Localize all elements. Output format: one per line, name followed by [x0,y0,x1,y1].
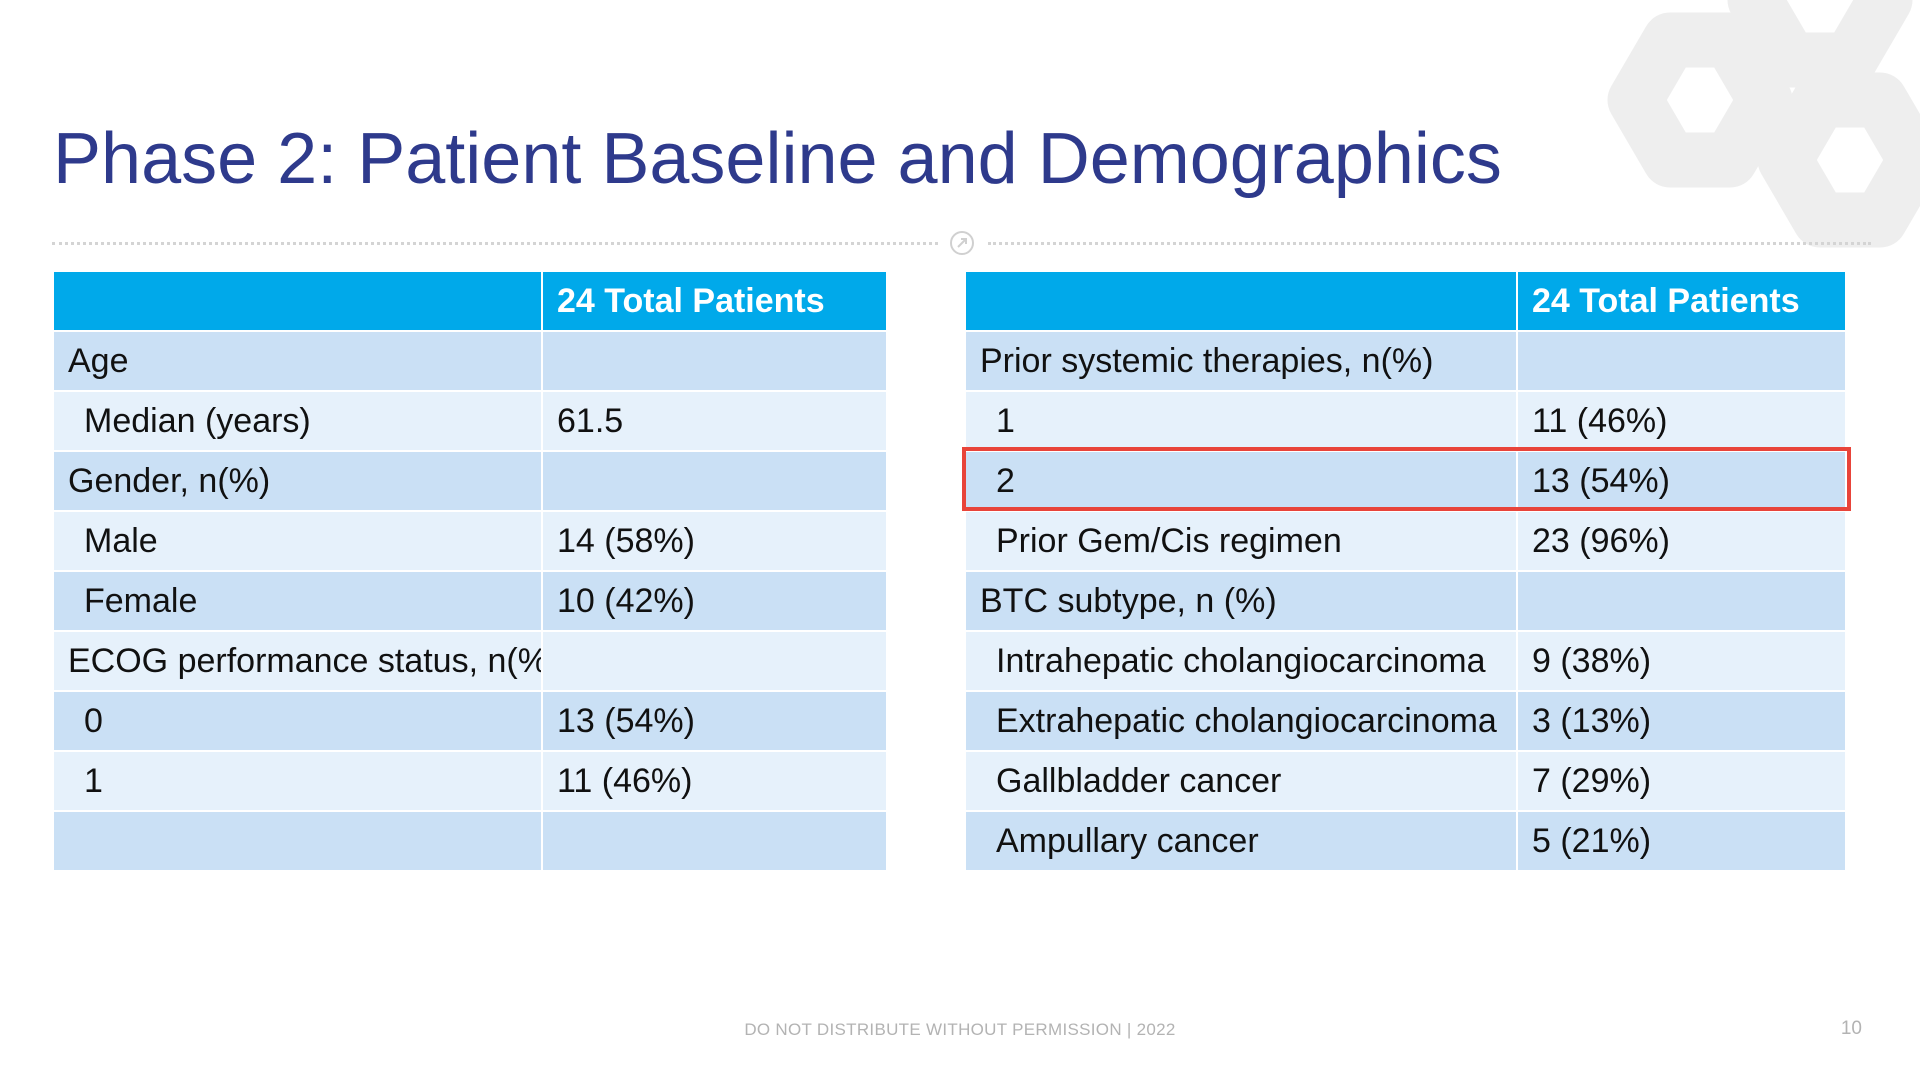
row-label: Gallbladder cancer [964,750,1518,812]
header-cell [964,270,1518,332]
table-row: Extrahepatic cholangiocarcinoma 3 (13%) [964,690,1847,752]
row-label: Prior Gem/Cis regimen [964,510,1518,572]
table-row: Male 14 (58%) [52,510,888,572]
table-row: Gallbladder cancer 7 (29%) [964,750,1847,812]
row-value: 10 (42%) [541,570,888,632]
table-row: BTC subtype, n (%) [964,570,1847,632]
table-row: Ampullary cancer 5 (21%) [964,810,1847,872]
table-row: Intrahepatic cholangiocarcinoma 9 (38%) [964,630,1847,692]
table-row: Age [52,330,888,392]
header-cell: 24 Total Patients [1516,270,1847,332]
row-value [541,630,888,692]
row-label: 1 [52,750,543,812]
table-row: 0 13 (54%) [52,690,888,752]
page-number: 10 [1840,1018,1862,1039]
row-label: 1 [964,390,1518,452]
row-label: 0 [52,690,543,752]
row-label: Prior systemic therapies, n(%) [964,330,1518,392]
table-row [52,810,888,872]
table-header-row: 24 Total Patients [52,270,888,332]
row-label: Median (years) [52,390,543,452]
row-value: 11 (46%) [1516,390,1847,452]
header-cell [52,270,543,332]
table-row: Prior Gem/Cis regimen 23 (96%) [964,510,1847,572]
table-header-row: 24 Total Patients [964,270,1847,332]
hexagon-logo-watermark-icon [1607,0,1920,248]
header-cell: 24 Total Patients [541,270,888,332]
row-value: 11 (46%) [541,750,888,812]
page-title: Phase 2: Patient Baseline and Demographi… [53,119,1502,199]
row-value [541,450,888,512]
row-value: 13 (54%) [1516,450,1847,512]
table-row: Prior systemic therapies, n(%) [964,330,1847,392]
row-value: 7 (29%) [1516,750,1847,812]
row-label: BTC subtype, n (%) [964,570,1518,632]
row-value [541,810,888,872]
row-value: 5 (21%) [1516,810,1847,872]
table-row: Gender, n(%) [52,450,888,512]
row-value: 61.5 [541,390,888,452]
table-row: 1 11 (46%) [52,750,888,812]
circle-arrow-icon [950,231,974,255]
table-row: Female 10 (42%) [52,570,888,632]
row-label: 2 [964,450,1518,512]
row-value: 13 (54%) [541,690,888,752]
table-row: 1 11 (46%) [964,390,1847,452]
title-divider-left [52,242,938,245]
footer-notice: DO NOT DISTRIBUTE WITHOUT PERMISSION | 2… [744,1020,1176,1039]
table-row-highlighted: 2 13 (54%) [964,450,1847,512]
row-label: ECOG performance status, n(%) [52,630,543,692]
row-value: 23 (96%) [1516,510,1847,572]
row-label: Extrahepatic cholangiocarcinoma [964,690,1518,752]
row-label: Ampullary cancer [964,810,1518,872]
row-label: Age [52,330,543,392]
row-value [1516,330,1847,392]
row-label: Male [52,510,543,572]
title-divider-right [988,242,1871,245]
row-value: 9 (38%) [1516,630,1847,692]
row-label: Female [52,570,543,632]
demographics-table: 24 Total Patients Age Median (years) 61.… [52,270,888,872]
row-value: 14 (58%) [541,510,888,572]
row-label: Intrahepatic cholangiocarcinoma [964,630,1518,692]
table-row: ECOG performance status, n(%) [52,630,888,692]
row-value [1516,570,1847,632]
row-value: 3 (13%) [1516,690,1847,752]
row-label [52,810,543,872]
table-row: Median (years) 61.5 [52,390,888,452]
row-label: Gender, n(%) [52,450,543,512]
prior-therapy-table: 24 Total Patients Prior systemic therapi… [964,270,1847,872]
row-value [541,330,888,392]
